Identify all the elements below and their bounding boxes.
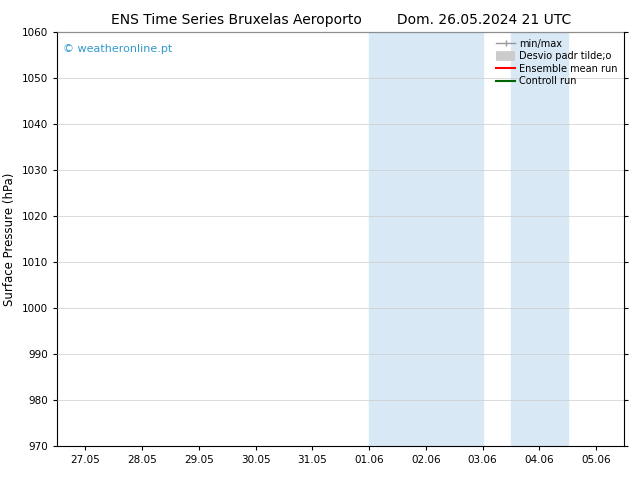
- Text: © weatheronline.pt: © weatheronline.pt: [63, 44, 172, 54]
- Bar: [369, 32, 482, 446]
- Title: ENS Time Series Bruxelas Aeroporto        Dom. 26.05.2024 21 UTC: ENS Time Series Bruxelas Aeroporto Dom. …: [111, 13, 571, 26]
- Y-axis label: Surface Pressure (hPa): Surface Pressure (hPa): [3, 172, 16, 306]
- Bar: [511, 32, 568, 446]
- Legend: min/max, Desvio padr tilde;o, Ensemble mean run, Controll run: min/max, Desvio padr tilde;o, Ensemble m…: [494, 37, 619, 88]
